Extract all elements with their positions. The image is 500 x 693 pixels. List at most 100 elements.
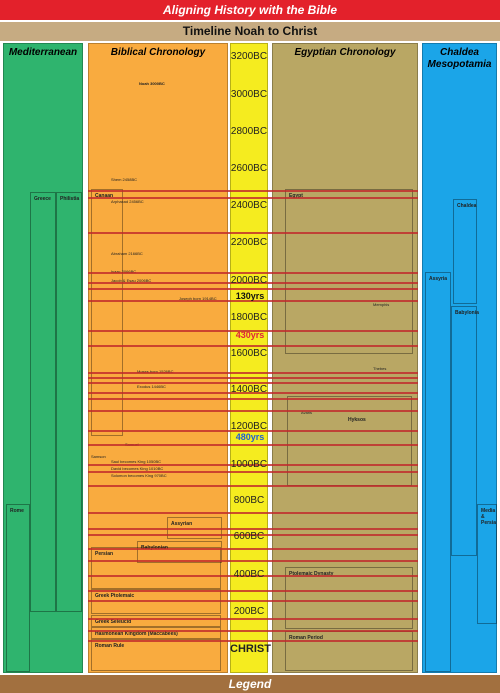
column-title: Egyptian Chronology: [294, 47, 396, 58]
event: David becomes King 1010BC: [111, 466, 164, 471]
timeline-label: 1400BC: [230, 384, 268, 395]
biblical-column: Biblical Chronology Canaan Assyrian Baby…: [88, 43, 228, 673]
column-title: Biblical Chronology: [110, 47, 206, 58]
date-line: [88, 382, 418, 384]
region: Avaris: [301, 410, 313, 415]
date-line: [88, 272, 418, 274]
subtitle: Timeline Noah to Christ: [182, 24, 318, 38]
date-line: [88, 430, 418, 432]
span-label: 130yrs: [235, 291, 265, 301]
date-line: [88, 444, 418, 446]
date-line: [88, 398, 418, 400]
date-line: [88, 232, 418, 234]
date-line: [88, 575, 418, 577]
date-line: [88, 464, 418, 466]
event: Saul becomes King 1050BC: [111, 459, 162, 464]
date-line: [88, 548, 418, 550]
timeline-label: 400BC: [233, 569, 265, 580]
region: Thebes: [373, 366, 387, 371]
egyptian-column: Egyptian Chronology Egypt Memphis Thebes…: [272, 43, 418, 673]
region: Canaan: [95, 193, 114, 199]
timeline-label: CHRIST: [230, 643, 271, 655]
region: Ptolemaic Dynasty: [289, 571, 334, 577]
timeline-label: 3000BC: [230, 89, 268, 100]
timeline-label: 1800BC: [230, 312, 268, 323]
region: Assyria: [429, 276, 448, 282]
legend-bar: Legend: [0, 675, 500, 693]
date-line: [88, 288, 418, 290]
timeline-label: 800BC: [233, 495, 265, 506]
region: Rome: [10, 508, 24, 514]
timeline-label: 2200BC: [230, 237, 268, 248]
chaldea-column: Chaldea Mesopotamia Chaldea Assyria Baby…: [422, 43, 497, 673]
timeline-label: 1000BC: [230, 459, 268, 470]
region: Hasmonean Kingdom (Maccabees): [95, 631, 178, 637]
date-line: [88, 197, 418, 199]
date-line: [88, 590, 418, 592]
region: Chaldea: [457, 203, 477, 209]
timeline-label: 2400BC: [230, 200, 268, 211]
date-line: [88, 528, 418, 530]
date-line: [88, 600, 418, 602]
column-title: Chaldea Mesopotamia: [427, 47, 492, 70]
date-line: [88, 630, 418, 632]
subtitle-banner: Timeline Noah to Christ: [0, 22, 500, 41]
timeline-label: 2000BC: [230, 275, 268, 286]
date-line: [88, 282, 418, 284]
timeline-label: 200BC: [233, 606, 265, 617]
timeline-label: 1200BC: [230, 421, 268, 432]
region: Greek Seleucid: [95, 619, 132, 625]
region: Philistia: [60, 196, 80, 202]
event: Isaac 2066BC: [111, 269, 136, 274]
event: Joseph born 1914BC: [179, 296, 217, 301]
event: Samson: [91, 454, 106, 459]
date-line: [88, 410, 418, 412]
date-line: [88, 392, 418, 394]
span-label: 480yrs: [235, 432, 265, 442]
title-banner: Aligning History with the Bible: [0, 0, 500, 20]
region: Roman Period: [289, 635, 323, 641]
date-line: [88, 640, 418, 642]
event: Solomon becomes King 970BC: [111, 473, 167, 478]
event: Moses born 1526BC: [137, 369, 173, 374]
date-line: [88, 618, 418, 620]
region: Egypt: [289, 193, 303, 199]
date-line: [88, 512, 418, 514]
timeline-label: 3200BC: [230, 51, 268, 62]
date-line: [88, 190, 418, 192]
region: Hyksos: [348, 417, 366, 423]
column-title: Mediterranean: [8, 47, 78, 58]
timeline-label: 1600BC: [230, 348, 268, 359]
region: Assyrian: [171, 521, 193, 527]
date-line: [88, 372, 418, 374]
region: Babylonia: [455, 310, 479, 316]
date-line: [88, 377, 418, 379]
event: Jacob & Esau 2006BC: [111, 278, 152, 283]
timeline-label: 2800BC: [230, 126, 268, 137]
event: Arphaxad 2456BC: [111, 199, 144, 204]
date-line: [88, 471, 418, 473]
date-line: [88, 345, 418, 347]
date-line: [88, 560, 418, 562]
mediterranean-column: Mediterranean Greece Philistia Rome: [3, 43, 83, 673]
event: Noah 3000BC: [139, 81, 165, 86]
region: Roman Rule: [95, 643, 125, 649]
region: Greece: [34, 196, 51, 202]
date-line: [88, 485, 418, 487]
region: Greek Ptolemaic: [95, 593, 135, 599]
event: Abraham 2166BC: [111, 251, 143, 256]
timeline-label: 600BC: [233, 531, 265, 542]
timeline-label: 2600BC: [230, 163, 268, 174]
span-label: 430yrs: [235, 330, 265, 340]
event: Shem 2458BC: [111, 177, 138, 182]
date-line: [88, 534, 418, 536]
title: Aligning History with the Bible: [163, 3, 337, 17]
date-line: [88, 330, 418, 332]
date-line: [88, 300, 418, 302]
region: Media & Persia: [481, 508, 497, 526]
legend: Legend: [228, 677, 272, 691]
timeline-column: [230, 43, 268, 673]
region: Memphis: [373, 302, 390, 307]
event: Exodus 1446BC: [137, 384, 166, 389]
